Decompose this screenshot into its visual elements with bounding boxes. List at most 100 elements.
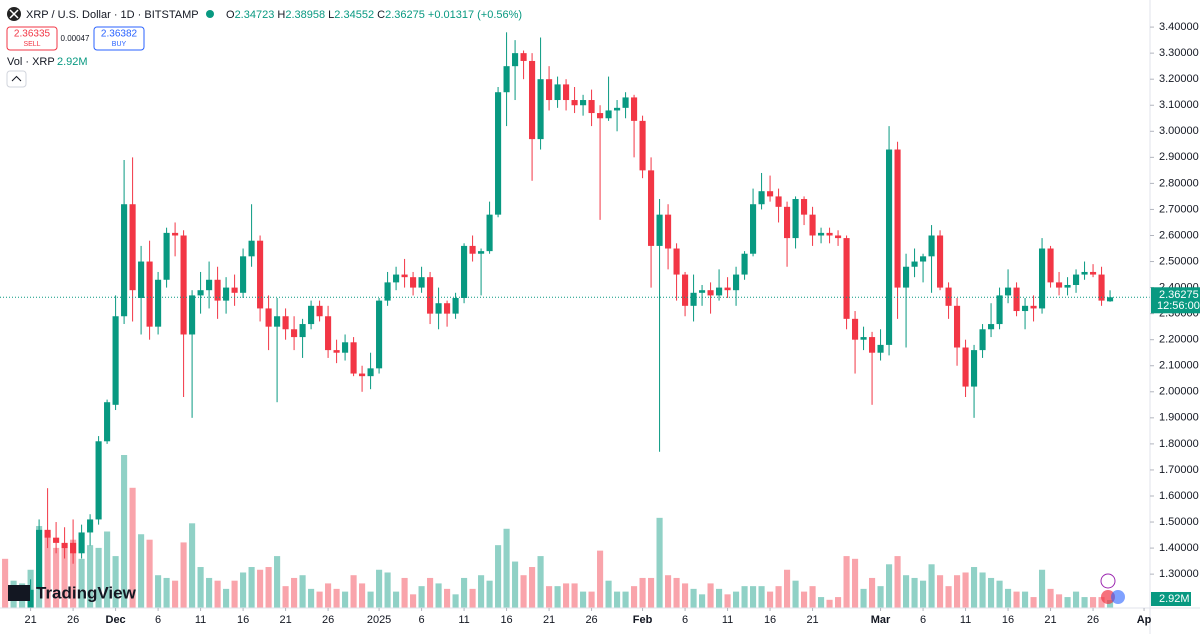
volume-bar xyxy=(656,517,663,608)
volume-bar xyxy=(486,580,493,608)
volume-bar xyxy=(333,588,340,608)
volume-bar xyxy=(452,594,459,608)
candle-body xyxy=(11,624,17,627)
volume-bar xyxy=(843,556,850,608)
event-icon[interactable] xyxy=(1100,573,1116,589)
candle-body xyxy=(571,100,578,106)
y-tick-label: 1.80000 xyxy=(1159,438,1199,450)
volume-bar xyxy=(622,591,629,608)
candle-body xyxy=(359,373,366,377)
volume-bar xyxy=(869,577,876,608)
candle-body xyxy=(104,402,111,442)
y-tick-label: 2.90000 xyxy=(1159,151,1199,163)
volume-bar xyxy=(240,572,247,608)
candle-body xyxy=(53,537,60,543)
flag-icon[interactable] xyxy=(1111,590,1125,604)
buy-button[interactable] xyxy=(93,26,145,51)
volume-bar xyxy=(996,580,1003,608)
volume-tag-label: 2.92M xyxy=(1159,593,1190,605)
x-tick-label: 2025 xyxy=(367,614,391,626)
candle-body xyxy=(775,196,782,207)
status-dot xyxy=(206,10,214,18)
candle-body xyxy=(673,248,680,275)
volume-bar xyxy=(461,577,468,608)
candle-body xyxy=(801,199,808,215)
volume-bar xyxy=(180,542,187,608)
volume-bar xyxy=(53,547,60,608)
candle-body xyxy=(61,542,68,549)
candle-body xyxy=(690,292,697,306)
candle-body xyxy=(945,287,952,306)
candle-body xyxy=(733,274,740,291)
volume-bar xyxy=(852,558,859,608)
flag-icon[interactable] xyxy=(1101,590,1115,604)
candle-body xyxy=(936,235,944,288)
volume-bar xyxy=(903,575,910,608)
x-tick-label: Ap xyxy=(1137,614,1152,626)
candle-body xyxy=(614,107,621,111)
volume-bar xyxy=(597,550,604,608)
x-tick-label: 6 xyxy=(155,614,161,626)
plot-area xyxy=(0,32,1150,627)
buy-label[interactable]: BUY xyxy=(112,41,127,48)
y-tick-label: 3.30000 xyxy=(1159,47,1199,59)
candle-body xyxy=(597,113,604,119)
volume-bar xyxy=(682,583,689,608)
candle-body xyxy=(1030,305,1037,309)
volume-bar xyxy=(206,577,213,608)
volume-bar xyxy=(1106,600,1114,608)
y-tick-label: 1.60000 xyxy=(1159,490,1199,502)
sell-price[interactable]: 2.36335 xyxy=(14,29,51,40)
volume-bar xyxy=(1055,594,1063,608)
candle-body xyxy=(699,290,706,293)
candle-body xyxy=(231,287,238,293)
watermark-logo xyxy=(8,585,30,601)
axes: 1.30000 1.40000 1.50000 1.60000 1.70000 1.800… xyxy=(24,21,1200,626)
candle-body xyxy=(903,266,910,288)
candle-body xyxy=(648,170,655,246)
buy-price[interactable]: 2.36382 xyxy=(101,29,138,40)
volume-bar xyxy=(308,588,315,608)
candle-body xyxy=(767,191,774,197)
x-tick-label: 6 xyxy=(920,614,926,626)
volume-bar xyxy=(563,583,570,608)
volume-bar xyxy=(299,575,306,608)
volume-bar xyxy=(809,586,816,608)
volume-bar xyxy=(512,561,519,608)
volume-bar xyxy=(95,547,102,608)
volume-bar xyxy=(223,588,230,608)
volume-bar xyxy=(631,586,638,608)
candle-body xyxy=(452,298,459,314)
candle-body xyxy=(529,60,536,140)
candle-body xyxy=(580,100,587,106)
collapse-button[interactable] xyxy=(6,70,27,88)
candle-body xyxy=(469,245,476,254)
ohlc-value: 2.34723 xyxy=(235,9,275,21)
sell-button[interactable] xyxy=(6,26,58,51)
spread: 0.00047 xyxy=(61,34,90,43)
y-tick-label: 1.40000 xyxy=(1159,542,1199,554)
volume-bar xyxy=(401,577,408,608)
candle-body xyxy=(172,232,179,236)
volume-bar xyxy=(1064,597,1071,608)
x-tick-label: 11 xyxy=(960,614,971,626)
volume-bar xyxy=(716,588,723,608)
symbol-icon-mark xyxy=(9,9,19,19)
sell-label[interactable]: SELL xyxy=(23,41,40,48)
y-tick-label: 2.50000 xyxy=(1159,255,1199,267)
candle-body xyxy=(920,256,927,262)
y-tick-label: 2.00000 xyxy=(1159,386,1199,398)
volume-bar xyxy=(733,591,740,608)
volume-bar xyxy=(1038,569,1046,608)
candle-body xyxy=(146,261,153,327)
volume-bar xyxy=(537,556,544,608)
candle-body xyxy=(206,279,213,291)
candle-body xyxy=(393,274,400,283)
ohlc-key: L xyxy=(328,9,334,21)
candle-body xyxy=(214,279,221,301)
candle-body xyxy=(410,277,417,288)
volume-bar xyxy=(792,580,799,608)
candle-body xyxy=(563,84,570,101)
candle-body xyxy=(486,214,493,252)
